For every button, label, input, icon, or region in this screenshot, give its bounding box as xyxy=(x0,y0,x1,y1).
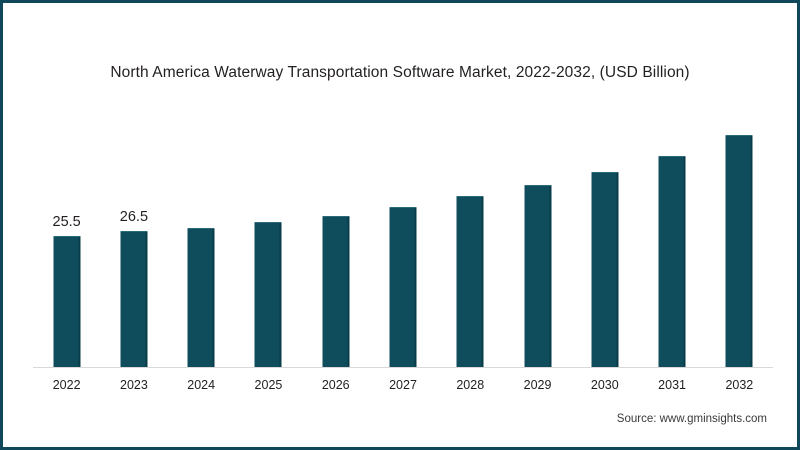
bar-2031[interactable] xyxy=(658,155,686,367)
x-tick-2030: 2030 xyxy=(590,378,619,392)
bar-2030[interactable] xyxy=(591,171,619,367)
bar-slot xyxy=(707,6,772,367)
chart-inner: North America Waterway Transportation So… xyxy=(6,6,794,444)
x-tick-2022: 2022 xyxy=(52,378,81,392)
x-tick-2032: 2032 xyxy=(725,378,754,392)
x-axis-line xyxy=(33,367,773,368)
x-tick-2024: 2024 xyxy=(187,378,216,392)
bar-value-label-2023: 26.5 xyxy=(119,209,149,226)
x-tick-2028: 2028 xyxy=(456,378,485,392)
bar-slot xyxy=(438,6,503,367)
bar-slot xyxy=(505,6,570,367)
plot-area: 25.5 26.5 2022 2023 2024 2025 2026 2027 2028 202… xyxy=(6,6,794,444)
bar-2022[interactable] xyxy=(53,236,81,367)
bar-2028[interactable] xyxy=(456,195,484,367)
bar-slot xyxy=(303,6,368,367)
bar-2027[interactable] xyxy=(389,206,417,367)
bar-slot: 26.5 xyxy=(101,6,166,367)
bar-slot xyxy=(169,6,234,367)
bar-2032[interactable] xyxy=(725,135,753,367)
x-tick-2026: 2026 xyxy=(321,378,350,392)
bar-series: 25.5 26.5 xyxy=(33,6,773,367)
bar-slot xyxy=(371,6,436,367)
chart-title: North America Waterway Transportation So… xyxy=(110,64,690,81)
bar-slot xyxy=(236,6,301,367)
x-axis-tick-labels: 2022 2023 2024 2025 2026 2027 2028 2029 2030 2031… xyxy=(33,6,773,444)
bar-slot xyxy=(572,6,637,367)
bar-2025[interactable] xyxy=(254,221,282,367)
x-tick-2029: 2029 xyxy=(523,378,552,392)
bar-value-label-2022: 25.5 xyxy=(52,214,81,230)
bar-2029[interactable] xyxy=(524,184,552,367)
source-attribution: Source: www.gminsights.com xyxy=(616,413,767,425)
x-tick-2025: 2025 xyxy=(254,378,283,392)
bar-2026[interactable] xyxy=(322,215,350,367)
bar-slot: 25.5 xyxy=(34,6,99,367)
x-tick-2027: 2027 xyxy=(389,378,417,392)
bar-2023[interactable] xyxy=(120,231,148,367)
bar-2024[interactable] xyxy=(187,227,215,367)
x-tick-2023: 2023 xyxy=(120,378,148,392)
x-tick-2031: 2031 xyxy=(658,378,686,392)
bar-slot xyxy=(640,6,705,367)
